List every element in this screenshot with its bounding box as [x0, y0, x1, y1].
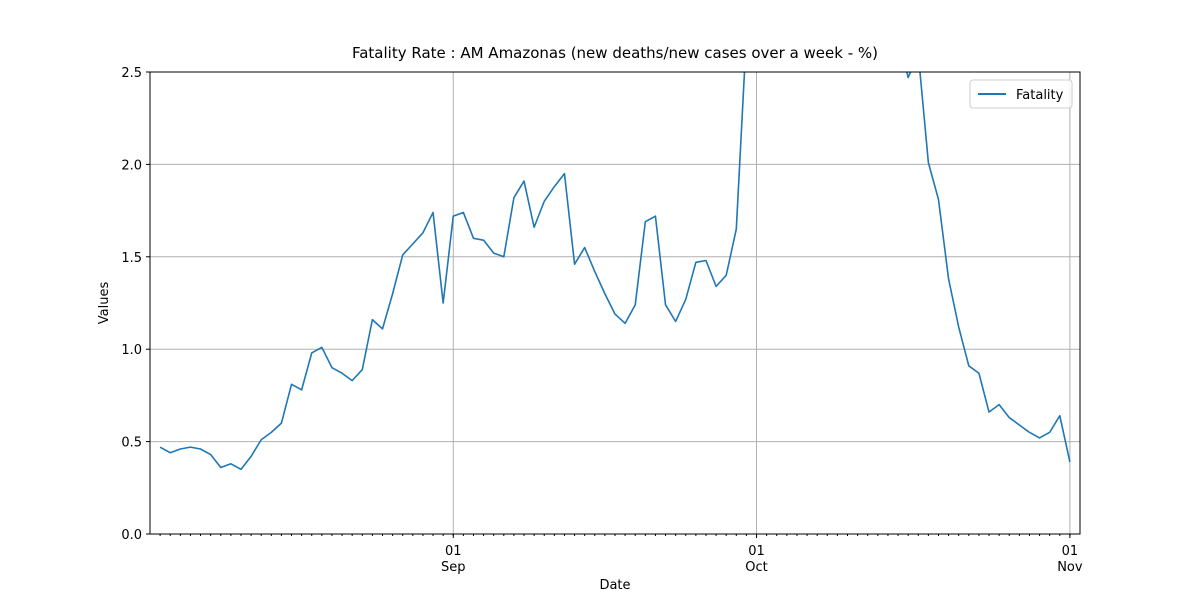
chart-title: Fatality Rate : AM Amazonas (new deaths/… [352, 44, 878, 62]
x-tick-label: 01 [748, 544, 765, 559]
y-tick-label: 2.5 [121, 66, 142, 81]
plot-area [159, 72, 1071, 471]
data-line [159, 72, 1071, 471]
x-tick-month: Nov [1057, 560, 1083, 575]
y-tick-label: 1.0 [121, 343, 142, 358]
x-tick-month: Oct [745, 560, 767, 575]
y-tick-label: 1.5 [121, 251, 142, 266]
y-tick-label: 0.0 [121, 528, 142, 543]
legend: Fatality [969, 79, 1073, 109]
y-axis-label: Values [97, 282, 112, 325]
y-tick-label: 2.0 [121, 158, 142, 173]
legend-box [969, 79, 1073, 109]
x-tick-label: 01 [445, 544, 462, 559]
x-axis-label: Date [599, 578, 630, 593]
x-tick-label: 01 [1062, 544, 1079, 559]
legend-label: Fatality [1016, 88, 1064, 103]
y-tick-label: 0.5 [121, 436, 142, 451]
x-tick-month: Sep [441, 560, 466, 575]
